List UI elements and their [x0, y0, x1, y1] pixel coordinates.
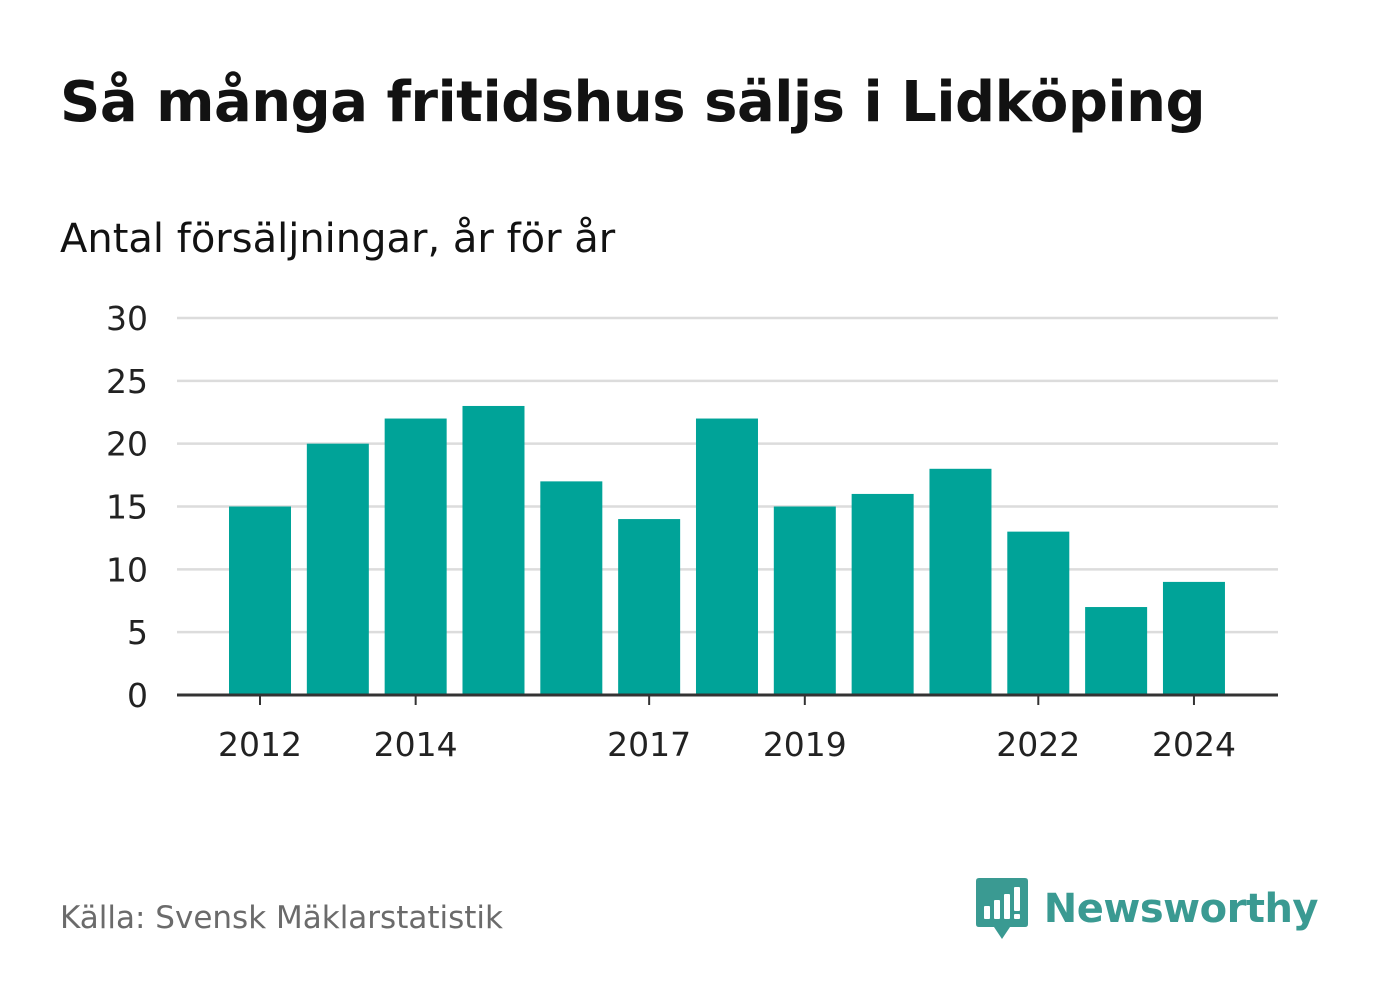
y-tick-label: 15	[106, 488, 148, 527]
x-tick-label: 2017	[607, 725, 691, 764]
bar	[929, 468, 992, 695]
x-tick-label: 2012	[218, 725, 302, 764]
brand-name: Newsworthy	[1043, 886, 1319, 932]
bar	[384, 418, 447, 695]
bars	[229, 405, 1225, 695]
bar	[851, 493, 914, 695]
newsworthy-logo-icon	[975, 878, 1028, 939]
y-tick-label: 10	[106, 550, 148, 589]
brand[interactable]: Newsworthy	[975, 878, 1319, 940]
x-tick-label: 2024	[1152, 725, 1236, 764]
bar	[462, 405, 525, 695]
source-note: Källa: Svensk Mäklarstatistik	[60, 900, 503, 936]
chart-subtitle: Antal försäljningar, år för år	[60, 216, 616, 262]
bar	[1162, 581, 1225, 695]
y-axis-ticks: 0 5 10 15 20 25 30	[106, 299, 148, 715]
y-tick-label: 20	[106, 425, 148, 464]
bar	[540, 481, 603, 695]
x-tick-label: 2022	[996, 725, 1080, 764]
chart-title: Så många fritidshus säljs i Lidköping	[60, 70, 1206, 135]
y-tick-label: 30	[106, 299, 148, 338]
bar	[618, 519, 681, 695]
y-tick-label: 5	[127, 613, 148, 652]
bar	[695, 418, 758, 695]
bar	[1007, 531, 1070, 695]
x-tick-label: 2014	[374, 725, 458, 764]
bar	[229, 506, 291, 695]
x-axis-ticks: 2012 2014 2017 2019 2022 2024	[218, 695, 1236, 764]
bar	[1085, 607, 1148, 695]
x-tick-label: 2019	[763, 725, 847, 764]
bar	[306, 443, 369, 695]
y-tick-label: 0	[127, 676, 148, 715]
bar	[773, 506, 836, 695]
y-tick-label: 25	[106, 362, 148, 401]
